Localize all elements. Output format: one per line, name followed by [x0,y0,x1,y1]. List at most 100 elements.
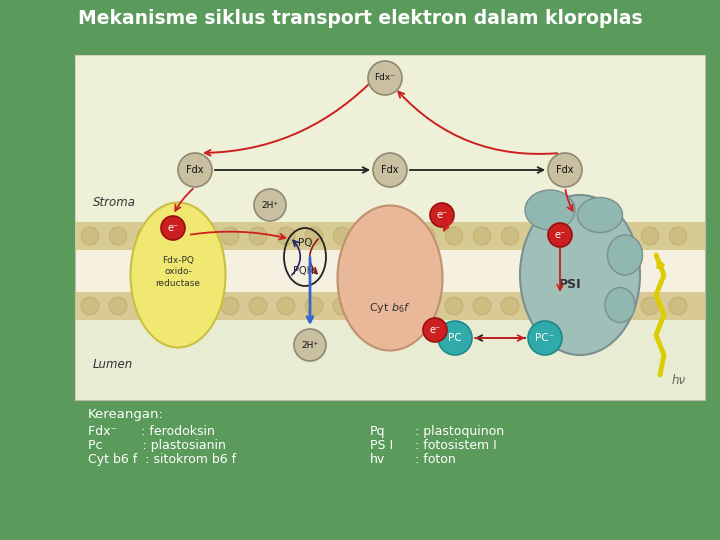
Circle shape [305,297,323,315]
Circle shape [430,203,454,227]
Ellipse shape [525,190,575,230]
Text: hν: hν [672,374,686,387]
Circle shape [254,189,286,221]
Text: reductase: reductase [156,280,200,288]
Circle shape [473,297,491,315]
Circle shape [528,321,562,355]
Circle shape [613,227,631,245]
Ellipse shape [130,202,225,348]
Circle shape [613,297,631,315]
Circle shape [423,318,447,342]
Text: Lumen: Lumen [93,359,133,372]
Circle shape [178,153,212,187]
Text: PC: PC [448,333,462,343]
Circle shape [277,227,295,245]
Text: e⁻: e⁻ [436,210,448,220]
Circle shape [373,153,407,187]
Text: Fdx⁻: Fdx⁻ [374,73,395,83]
Circle shape [333,227,351,245]
Circle shape [389,227,407,245]
Ellipse shape [338,206,443,350]
Bar [75,55,705,400]
Text: : foton: : foton [415,453,456,466]
Text: PQH₂: PQH₂ [292,266,318,276]
Circle shape [305,227,323,245]
Circle shape [548,223,572,247]
Text: PS I: PS I [370,439,393,452]
Text: e⁻: e⁻ [168,223,179,233]
Ellipse shape [520,195,640,355]
Circle shape [501,227,519,245]
Text: Fdx-PQ: Fdx-PQ [162,255,194,265]
Circle shape [438,321,472,355]
Circle shape [557,297,575,315]
Text: oxido-: oxido- [164,267,192,276]
Circle shape [445,227,463,245]
Circle shape [669,297,687,315]
Circle shape [81,227,99,245]
Text: hv: hv [370,453,385,466]
Ellipse shape [605,287,635,322]
Text: PQ: PQ [298,238,312,248]
Circle shape [389,297,407,315]
Circle shape [529,297,547,315]
Circle shape [669,227,687,245]
Text: PC⁻: PC⁻ [536,333,554,343]
Text: Stroma: Stroma [93,195,136,208]
Ellipse shape [608,235,642,275]
Circle shape [277,297,295,315]
Circle shape [361,297,379,315]
Circle shape [161,216,185,240]
Text: Kereangan:: Kereangan: [88,408,164,421]
Circle shape [417,297,435,315]
Ellipse shape [577,198,623,233]
Circle shape [249,297,267,315]
Circle shape [193,227,211,245]
Circle shape [109,227,127,245]
Circle shape [249,227,267,245]
Circle shape [585,297,603,315]
Circle shape [548,153,582,187]
Circle shape [529,227,547,245]
Circle shape [137,297,155,315]
Text: 2H⁺: 2H⁺ [302,341,318,349]
Circle shape [501,297,519,315]
Text: Fdx: Fdx [186,165,204,175]
Text: Pq: Pq [370,425,385,438]
Text: e⁻: e⁻ [554,230,566,240]
Text: Cyt b6 f  : sitokrom b6 f: Cyt b6 f : sitokrom b6 f [88,453,236,466]
Circle shape [81,297,99,315]
Bar [75,292,705,320]
Circle shape [473,227,491,245]
Text: Mekanisme siklus transport elektron dalam kloroplas: Mekanisme siklus transport elektron dala… [78,9,642,28]
Circle shape [585,227,603,245]
Circle shape [137,227,155,245]
Text: 2H⁺: 2H⁺ [261,200,279,210]
Circle shape [368,61,402,95]
Circle shape [417,227,435,245]
Text: PSI: PSI [559,279,581,292]
Text: Cyt $b_6f$: Cyt $b_6f$ [369,301,411,315]
Circle shape [641,227,659,245]
Text: Fdx⁻      : ferodoksin: Fdx⁻ : ferodoksin [88,425,215,438]
Text: Fdx: Fdx [557,165,574,175]
Circle shape [294,329,326,361]
Circle shape [361,227,379,245]
Circle shape [165,227,183,245]
Circle shape [109,297,127,315]
Circle shape [557,227,575,245]
Circle shape [193,297,211,315]
Bar [75,55,705,250]
Circle shape [221,227,239,245]
Bar [75,222,705,250]
Bar [75,320,705,400]
Circle shape [641,297,659,315]
Text: e⁻: e⁻ [429,325,441,335]
Circle shape [333,297,351,315]
Text: Fdx: Fdx [382,165,399,175]
Text: : fotosistem I: : fotosistem I [415,439,497,452]
Circle shape [445,297,463,315]
Circle shape [165,297,183,315]
Text: Pc          : plastosianin: Pc : plastosianin [88,439,226,452]
Circle shape [221,297,239,315]
